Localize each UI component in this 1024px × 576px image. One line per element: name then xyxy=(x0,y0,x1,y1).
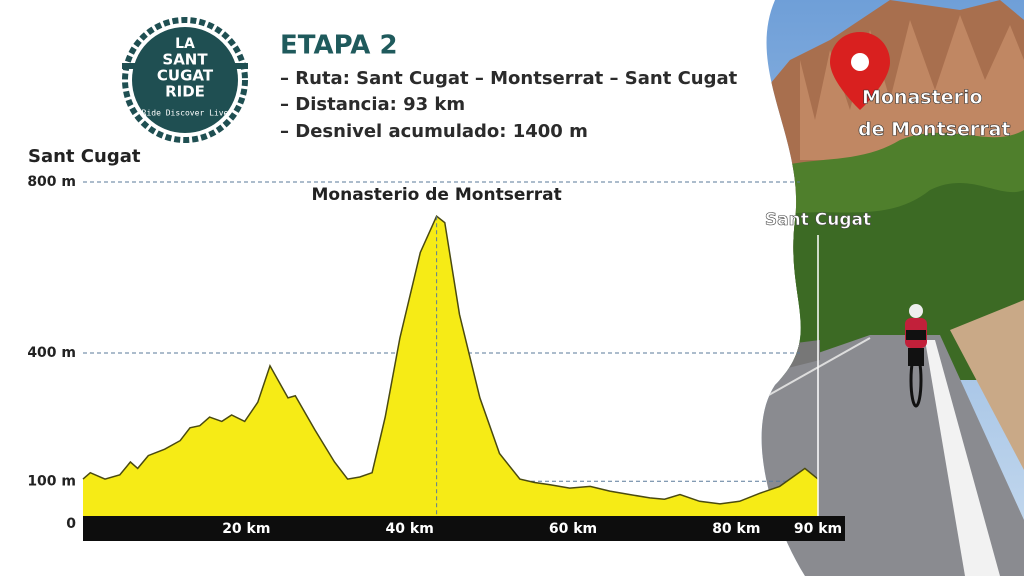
logo-text: RIDE xyxy=(165,83,205,101)
info-line: – Distancia: 93 km xyxy=(280,94,465,115)
elevation-fill xyxy=(83,216,818,524)
elevation-line xyxy=(82,215,819,505)
start-label: Sant Cugat xyxy=(28,146,141,167)
chart: 0 100 m 400 m 800 m Monasterio de Montserrat… xyxy=(27,174,871,541)
peak-annotation: Monasterio de Montserrat xyxy=(312,185,562,205)
stage-title: ETAPA 2 xyxy=(280,31,398,61)
y-tick-label: 100 m xyxy=(27,473,76,489)
x-tick-label: 60 km xyxy=(549,521,597,537)
info-line: – Ruta: Sant Cugat – Montserrat – Sant C… xyxy=(280,68,738,89)
x-tick-label: 90 km xyxy=(794,521,842,537)
photo-label: Monasterio xyxy=(862,87,983,109)
logo-tagline: Ride Discover Live xyxy=(142,109,229,118)
x-tick-label: 40 km xyxy=(386,521,434,537)
logo-text: SANT xyxy=(162,51,208,69)
x-tick-label: 80 km xyxy=(712,521,760,537)
photo-label: de Montserrat xyxy=(858,119,1011,141)
y-tick-label: 400 m xyxy=(27,345,76,361)
y-tick-label: 800 m xyxy=(27,174,76,190)
x-axis-bar xyxy=(83,516,845,541)
photo xyxy=(761,0,1024,576)
logo-text: CUGAT xyxy=(157,67,214,85)
end-annotation: Sant Cugat xyxy=(765,210,871,230)
x-tick-label: 20 km xyxy=(222,521,270,537)
logo: LA SANT CUGAT RIDE Ride Discover Live xyxy=(122,17,248,143)
y-tick-label: 0 xyxy=(66,516,76,532)
info-line: – Desnivel acumulado: 1400 m xyxy=(280,121,588,142)
logo-text: LA xyxy=(175,36,195,52)
